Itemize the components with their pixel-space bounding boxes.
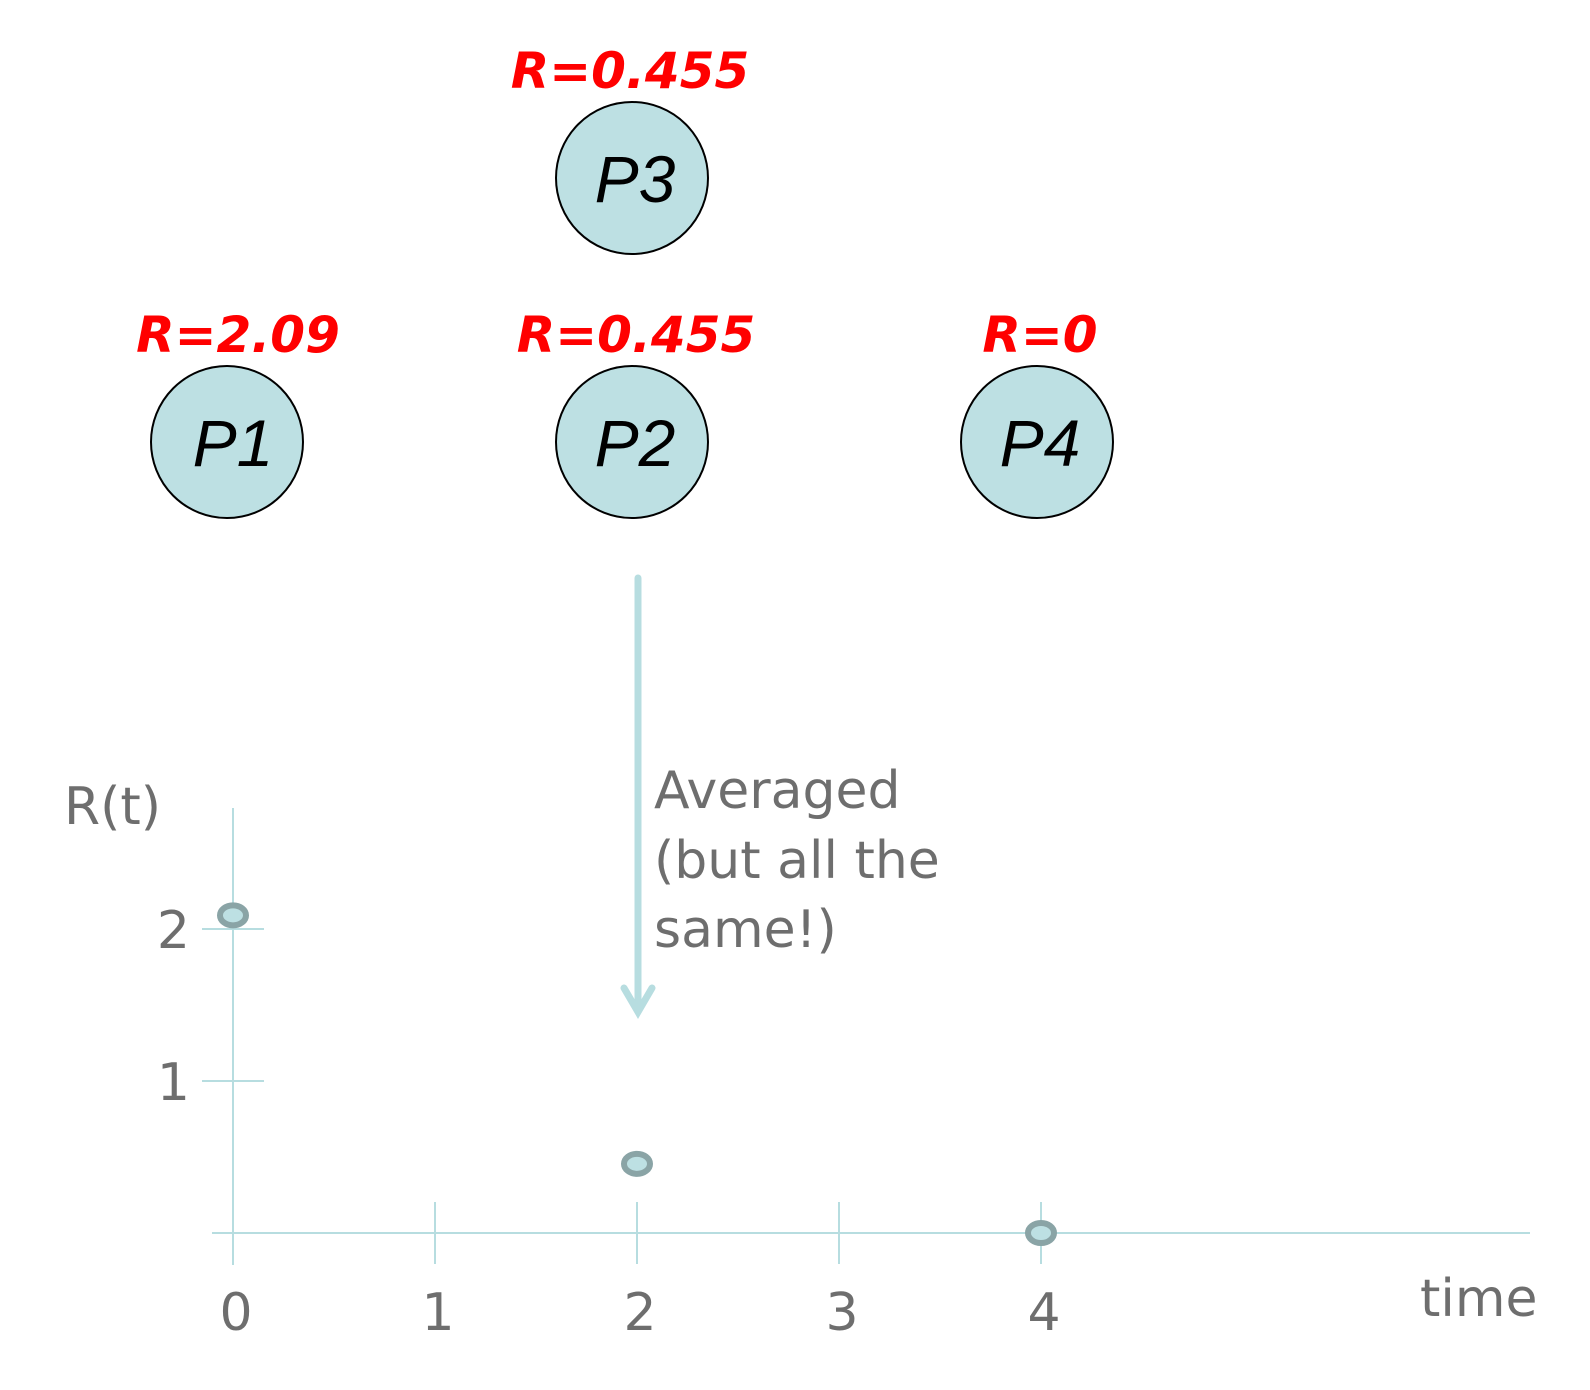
node-label-p3: P3 (595, 142, 676, 216)
node-p4: R=0 P4 (960, 306, 1114, 519)
node-p1: R=2.09 P1 (136, 306, 340, 519)
r-label-p1: R=2.09 (136, 306, 340, 364)
node-circle-p2 (555, 365, 709, 519)
x-tick-label: 2 (623, 1283, 656, 1343)
x-axis-label: time (1420, 1269, 1537, 1329)
data-points (217, 902, 1057, 1246)
data-point (621, 1150, 653, 1177)
annotation-line-2: (but all the (654, 831, 940, 891)
x-tick-label: 4 (1027, 1283, 1060, 1343)
y-tick-label: 1 (157, 1053, 190, 1113)
data-point (217, 902, 249, 929)
data-point (1025, 1220, 1057, 1246)
y-ticks: 12 (157, 901, 264, 1113)
node-circle-p4 (960, 365, 1114, 519)
x-tick-label: 3 (825, 1283, 858, 1343)
node-label-p4: P4 (1000, 406, 1081, 480)
r-label-p2: R=0.455 (517, 306, 756, 364)
x-ticks: 0 1 2 3 4 (219, 1202, 1061, 1343)
annotation-text: Averaged (but all the same!) (654, 761, 956, 960)
node-label-p1: P1 (193, 406, 274, 480)
r-label-p3: R=0.455 (511, 42, 750, 100)
node-p3: R=0.455 P3 (511, 42, 750, 255)
annotation-line-1: Averaged (654, 761, 901, 821)
averaging-arrow (620, 574, 656, 1019)
annotation-line-3: same!) (654, 900, 837, 960)
y-tick-label: 2 (157, 901, 190, 961)
arrow-head (620, 984, 656, 1019)
x-tick-label: 0 (219, 1283, 252, 1343)
node-label-p2: P2 (595, 406, 676, 480)
x-tick-label: 1 (421, 1283, 454, 1343)
node-circle-p3 (555, 101, 709, 255)
node-circle-p1 (150, 365, 304, 519)
r-label-p4: R=0 (982, 306, 1097, 364)
y-axis-label: R(t) (64, 777, 161, 837)
node-p2: R=0.455 P2 (517, 306, 756, 519)
